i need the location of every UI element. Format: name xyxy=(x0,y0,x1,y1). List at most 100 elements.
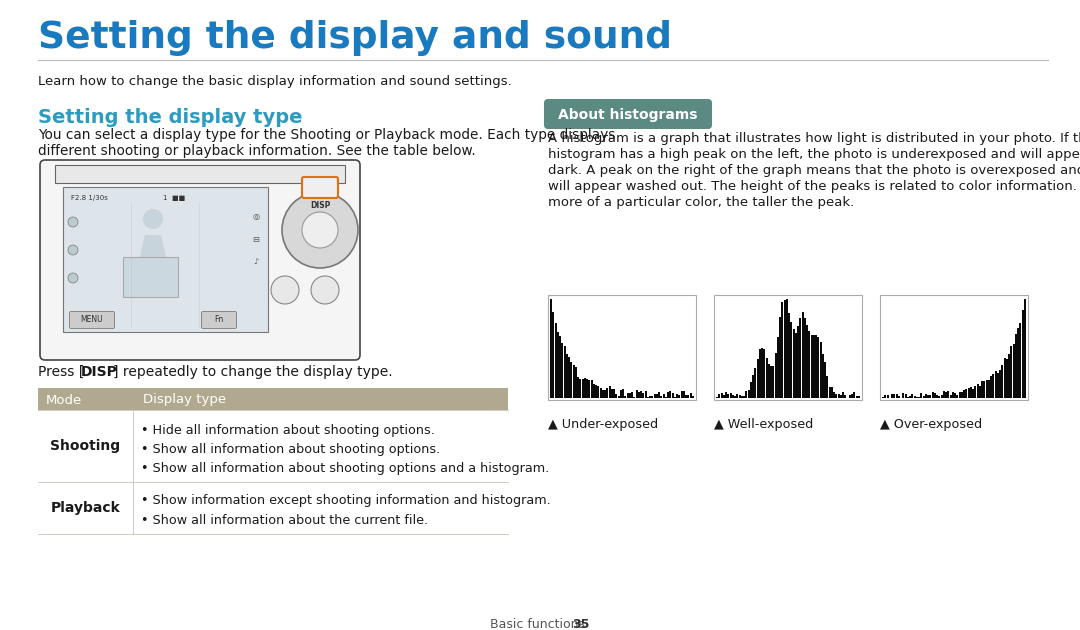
Text: histogram has a high peak on the left, the photo is underexposed and will appear: histogram has a high peak on the left, t… xyxy=(548,148,1080,161)
Bar xyxy=(575,367,577,398)
Bar xyxy=(38,388,508,410)
Bar xyxy=(837,394,839,398)
Bar xyxy=(692,396,693,398)
Circle shape xyxy=(282,192,357,268)
Bar xyxy=(931,392,933,398)
Bar xyxy=(799,318,801,398)
Bar xyxy=(934,393,936,398)
Bar xyxy=(851,394,853,398)
Bar xyxy=(645,391,647,398)
Text: more of a particular color, the taller the peak.: more of a particular color, the taller t… xyxy=(548,196,854,209)
Bar xyxy=(595,385,597,398)
Bar xyxy=(723,394,725,398)
Bar xyxy=(579,379,581,398)
Bar xyxy=(714,295,862,400)
Bar xyxy=(983,381,985,398)
Bar xyxy=(885,396,887,398)
Bar xyxy=(570,362,572,398)
Bar xyxy=(959,392,960,398)
Bar xyxy=(891,394,893,398)
Text: MENU: MENU xyxy=(81,314,104,323)
Bar xyxy=(772,366,774,398)
Bar xyxy=(739,395,741,398)
Bar xyxy=(907,397,909,398)
Bar xyxy=(629,392,631,398)
FancyBboxPatch shape xyxy=(202,311,237,328)
Bar xyxy=(687,396,689,398)
Bar xyxy=(954,392,956,398)
Bar xyxy=(951,392,954,398)
Bar xyxy=(988,381,990,398)
Text: F2.8 1/30s: F2.8 1/30s xyxy=(71,195,108,201)
Text: • Show information except shooting information and histogram.: • Show information except shooting infor… xyxy=(141,494,551,507)
Bar xyxy=(1022,310,1024,398)
Bar xyxy=(779,318,781,398)
Bar xyxy=(577,377,579,398)
Bar xyxy=(635,390,637,398)
Text: Learn how to change the basic display information and sound settings.: Learn how to change the basic display in… xyxy=(38,75,512,88)
Bar xyxy=(689,394,691,398)
Bar xyxy=(797,326,799,398)
FancyBboxPatch shape xyxy=(302,177,338,198)
Text: Setting the display and sound: Setting the display and sound xyxy=(38,20,672,56)
Text: ▲ Over-exposed: ▲ Over-exposed xyxy=(880,418,982,431)
Bar xyxy=(826,375,828,398)
FancyBboxPatch shape xyxy=(544,99,712,129)
Bar xyxy=(1003,358,1005,398)
Bar xyxy=(591,381,593,398)
Bar xyxy=(845,395,847,398)
Bar xyxy=(905,394,906,398)
Text: Mode: Mode xyxy=(46,394,82,406)
Text: ▲ Well-exposed: ▲ Well-exposed xyxy=(714,418,813,431)
Text: About histograms: About histograms xyxy=(558,108,698,122)
Bar xyxy=(966,389,968,398)
Bar xyxy=(568,357,570,398)
FancyBboxPatch shape xyxy=(69,311,114,328)
Text: You can select a display type for the Shooting or Playback mode. Each type displ: You can select a display type for the Sh… xyxy=(38,128,616,142)
Bar xyxy=(924,394,927,398)
Bar xyxy=(887,396,889,398)
Bar xyxy=(653,394,656,398)
Bar xyxy=(880,295,1028,400)
Text: ] repeatedly to change the display type.: ] repeatedly to change the display type. xyxy=(113,365,393,379)
Bar xyxy=(995,371,997,398)
Bar xyxy=(63,187,268,332)
Bar xyxy=(1015,334,1017,398)
Bar xyxy=(972,389,974,398)
Text: ◎: ◎ xyxy=(253,212,259,222)
Bar xyxy=(754,367,756,398)
Bar xyxy=(752,375,754,398)
Bar xyxy=(929,395,931,398)
Bar xyxy=(824,362,826,398)
Bar xyxy=(745,391,747,398)
Bar xyxy=(606,388,608,398)
Bar xyxy=(658,392,660,398)
Bar xyxy=(909,396,912,398)
Bar xyxy=(622,389,624,398)
Bar xyxy=(976,384,978,398)
Text: 35: 35 xyxy=(572,618,590,630)
Bar xyxy=(897,396,900,398)
Bar xyxy=(808,331,810,398)
Bar xyxy=(676,394,678,398)
Bar xyxy=(818,337,820,398)
Bar xyxy=(572,365,575,398)
Bar xyxy=(662,394,664,398)
Bar xyxy=(943,391,945,398)
Text: ♪: ♪ xyxy=(254,256,259,265)
Bar xyxy=(922,396,924,398)
Bar xyxy=(559,336,562,398)
Bar xyxy=(611,389,612,398)
Bar xyxy=(813,335,815,398)
Bar xyxy=(968,388,970,398)
Text: Display type: Display type xyxy=(143,394,226,406)
Text: ▲ Under-exposed: ▲ Under-exposed xyxy=(548,418,658,431)
Bar xyxy=(768,364,770,398)
Bar xyxy=(939,396,941,398)
Bar xyxy=(680,391,683,398)
Bar xyxy=(804,318,806,398)
Bar xyxy=(620,390,622,398)
Bar xyxy=(604,390,606,398)
Bar xyxy=(759,348,761,398)
Bar xyxy=(584,379,585,398)
